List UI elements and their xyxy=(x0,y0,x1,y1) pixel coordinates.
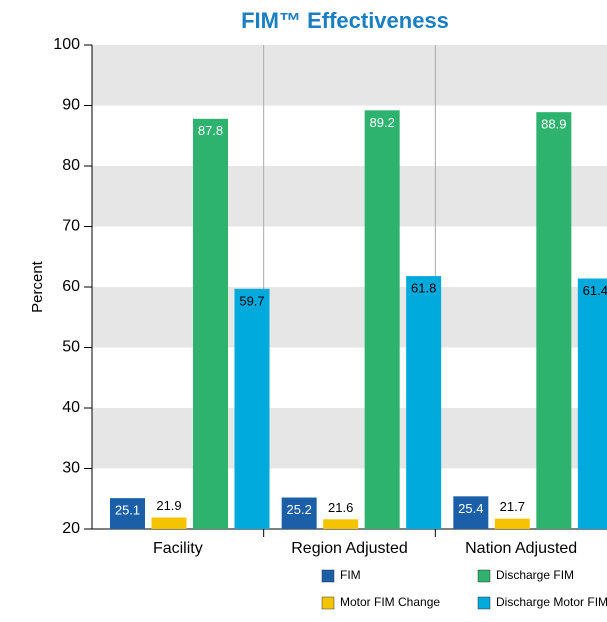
y-tick-label: 60 xyxy=(62,278,80,295)
bar xyxy=(193,118,228,529)
y-tick-label: 30 xyxy=(62,460,80,477)
bar xyxy=(536,112,572,529)
y-axis-label: Percent xyxy=(29,260,46,313)
chart-title: FIM™ Effectiveness xyxy=(241,8,449,33)
data-label: 61.8 xyxy=(411,281,436,296)
grid-band xyxy=(92,166,607,227)
y-tick-label: 20 xyxy=(62,520,80,537)
data-label: 25.2 xyxy=(287,502,312,517)
bar xyxy=(323,519,359,529)
y-tick-label: 40 xyxy=(62,399,80,416)
y-tick-label: 80 xyxy=(62,157,80,174)
legend-swatch xyxy=(321,569,335,583)
bar xyxy=(151,517,187,529)
grid-band xyxy=(92,287,607,348)
y-tick-label: 70 xyxy=(62,218,80,235)
bar xyxy=(281,497,317,529)
data-label: 21.7 xyxy=(500,499,525,514)
bar xyxy=(406,276,442,529)
data-label: 61.4 xyxy=(583,283,607,298)
data-label: 25.4 xyxy=(458,501,483,516)
grid-band xyxy=(92,45,607,106)
legend-label: Discharge FIM xyxy=(496,568,574,582)
data-label: 21.9 xyxy=(156,498,181,513)
bar xyxy=(577,278,607,529)
data-label: 59.7 xyxy=(239,293,264,308)
bar xyxy=(494,518,530,529)
data-label: 25.1 xyxy=(115,503,140,518)
y-tick-label: 100 xyxy=(53,36,80,53)
x-tick-label: Nation Adjusted xyxy=(465,540,577,557)
bar xyxy=(453,496,489,529)
legend-swatch xyxy=(321,596,335,610)
data-label: 89.2 xyxy=(370,115,395,130)
x-tick-label: Region Adjusted xyxy=(291,540,408,557)
grid-band xyxy=(92,408,607,469)
y-tick-label: 50 xyxy=(62,339,80,356)
x-tick-label: Facility xyxy=(153,540,203,557)
bar xyxy=(364,110,400,529)
data-label: 21.6 xyxy=(328,500,353,515)
data-label: 87.8 xyxy=(198,123,223,138)
legend-label: FIM xyxy=(340,568,361,582)
bar xyxy=(234,288,270,529)
legend-label: Discharge Motor FIM xyxy=(496,595,607,609)
y-tick-label: 90 xyxy=(62,97,80,114)
data-label: 88.9 xyxy=(541,117,566,132)
bar xyxy=(110,498,145,529)
legend-swatch xyxy=(477,569,491,583)
legend-label: Motor FIM Change xyxy=(340,595,440,609)
legend-swatch xyxy=(477,596,491,610)
